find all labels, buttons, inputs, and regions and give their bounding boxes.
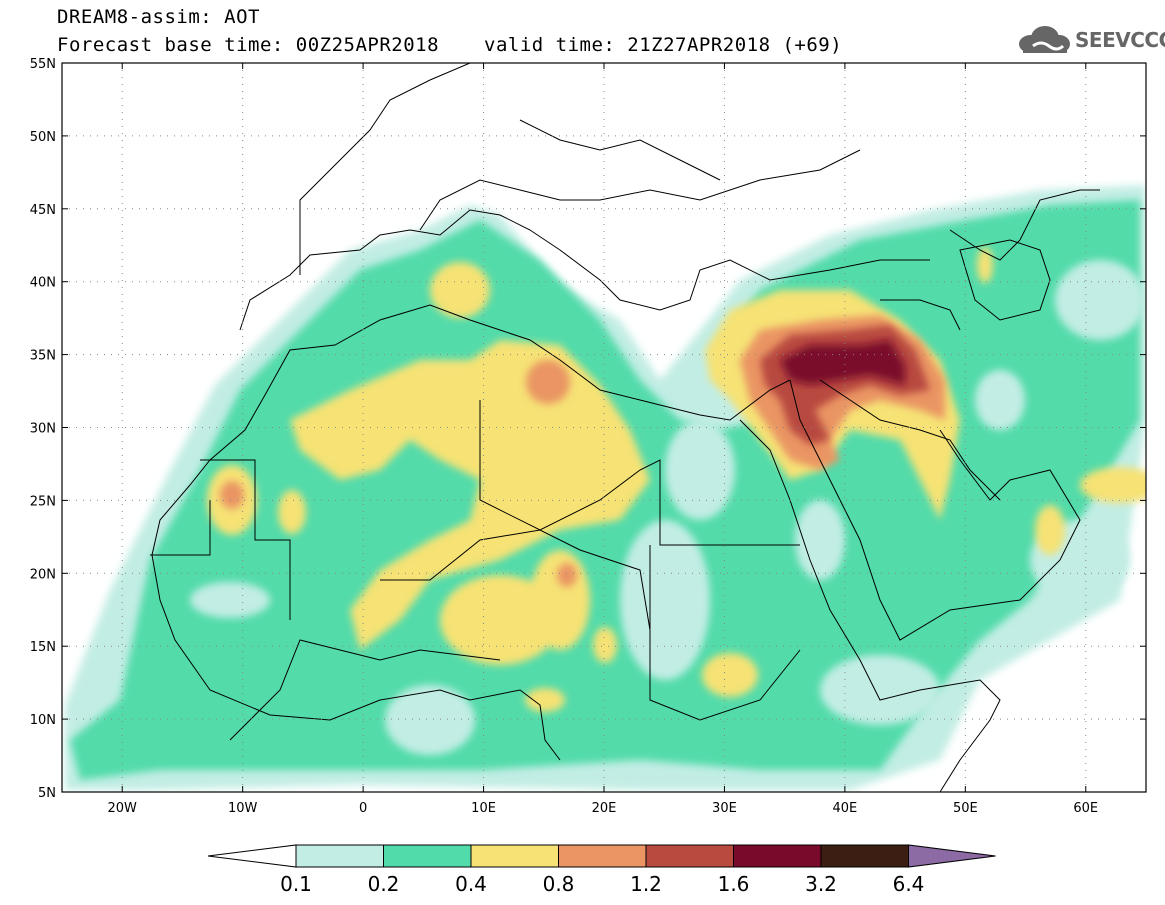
colorbar-swatch — [645, 844, 734, 868]
colorbar-over-triangle — [908, 844, 996, 868]
longitude-labels: 20W 10W 0 10E 20E 30E 40E 50E 60E — [108, 801, 1099, 816]
lat-label: 40N — [30, 276, 56, 291]
lat-label: 35N — [30, 349, 56, 364]
seevccc-logo: SEEVCCC — [1015, 24, 1165, 56]
colorbar-under-triangle — [207, 844, 297, 868]
forecast-base-time: Forecast base time: 00Z25APR2018 — [57, 34, 440, 56]
lon-label: 20E — [592, 801, 617, 816]
cloud-icon — [1019, 26, 1070, 53]
colorbar-label: 3.2 — [805, 872, 837, 896]
colorbar-label: 0.8 — [543, 872, 575, 896]
lon-label: 20W — [108, 801, 138, 816]
colorbar-swatch — [558, 844, 647, 868]
lon-label: 50E — [953, 801, 978, 816]
lat-label: 25N — [30, 494, 56, 509]
aot-fields — [65, 185, 1146, 790]
lat-label: 50N — [30, 130, 56, 145]
lat-label: 20N — [30, 567, 56, 582]
colorbar-label: 0.2 — [368, 872, 400, 896]
coastlines — [150, 63, 1100, 792]
aot-level-1.6 — [780, 340, 905, 385]
colorbar-swatch — [383, 844, 472, 868]
logo-text: SEEVCCC — [1075, 28, 1165, 52]
colorbar: 0.1 0.2 0.4 0.8 1.2 1.6 3.2 6.4 — [207, 844, 996, 896]
colorbar-label: 1.2 — [630, 872, 662, 896]
lon-label: 60E — [1073, 801, 1098, 816]
lat-label: 30N — [30, 422, 56, 437]
lon-label: 30E — [712, 801, 737, 816]
colorbar-label: 0.4 — [455, 872, 487, 896]
lat-label: 15N — [30, 640, 56, 655]
lat-label: 45N — [30, 203, 56, 218]
colorbar-swatch — [820, 844, 909, 868]
colorbar-swatch — [470, 844, 559, 868]
lon-label: 10E — [471, 801, 496, 816]
colorbar-swatch — [733, 844, 822, 868]
map-title: DREAM8-assim: AOT — [57, 6, 260, 28]
colorbar-label: 1.6 — [718, 872, 750, 896]
map-ticks — [62, 62, 1146, 793]
lat-label: 55N — [30, 57, 56, 72]
aot-level-0.1-patches — [190, 260, 1145, 755]
colorbar-label: 6.4 — [893, 872, 925, 896]
lat-label: 5N — [38, 786, 56, 801]
lon-label: 0 — [359, 801, 367, 816]
lon-label: 40E — [833, 801, 858, 816]
colorbar-swatch — [295, 844, 384, 868]
colorbar-label: 0.1 — [280, 872, 312, 896]
map-gridlines — [62, 63, 1146, 792]
lon-label: 10W — [228, 801, 258, 816]
valid-time: valid time: 21Z27APR2018 (+69) — [484, 34, 843, 56]
lat-label: 10N — [30, 713, 56, 728]
latitude-labels: 55N 50N 45N 40N 35N 30N 25N 20N 15N 10N 5N — [30, 57, 56, 801]
